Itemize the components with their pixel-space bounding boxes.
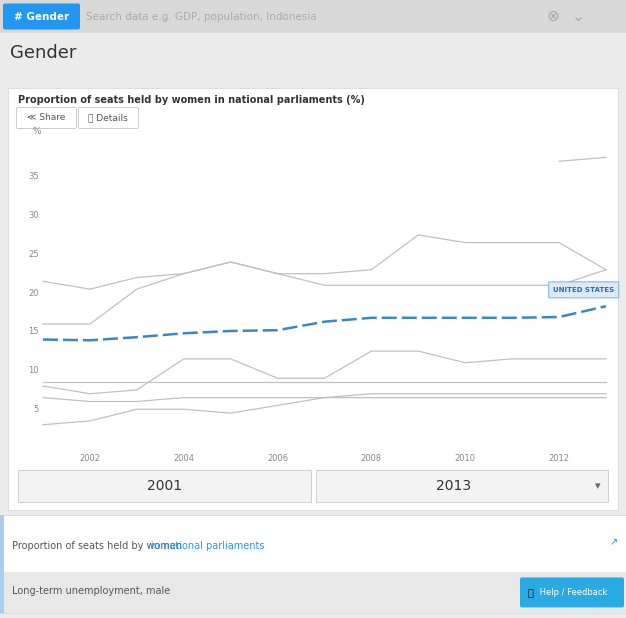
Text: 2006: 2006 <box>267 454 288 463</box>
Text: 2002: 2002 <box>80 454 100 463</box>
FancyBboxPatch shape <box>16 108 76 129</box>
Text: 15: 15 <box>29 328 39 336</box>
Text: ▾: ▾ <box>595 481 601 491</box>
FancyBboxPatch shape <box>78 108 138 129</box>
Text: ⌄: ⌄ <box>572 9 585 24</box>
Text: Proportion of seats held by women: Proportion of seats held by women <box>12 541 185 551</box>
FancyBboxPatch shape <box>0 572 626 613</box>
Text: 2001: 2001 <box>146 479 182 493</box>
Text: 35: 35 <box>28 172 39 181</box>
Text: ⓘ Details: ⓘ Details <box>88 114 128 122</box>
Text: 2008: 2008 <box>361 454 382 463</box>
Text: 10: 10 <box>29 366 39 375</box>
Text: Long-term unemployment, male: Long-term unemployment, male <box>12 586 170 596</box>
Text: Help / Feedback: Help / Feedback <box>537 588 607 597</box>
Text: in national parliaments: in national parliaments <box>151 541 265 551</box>
Text: 2012: 2012 <box>548 454 570 463</box>
Text: 30: 30 <box>28 211 39 220</box>
FancyBboxPatch shape <box>3 4 80 30</box>
FancyBboxPatch shape <box>0 0 626 33</box>
Text: Search data e.g. GDP, population, Indonesia: Search data e.g. GDP, population, Indone… <box>86 12 317 22</box>
Text: ≪ Share: ≪ Share <box>27 114 65 122</box>
Text: # Gender: # Gender <box>14 12 69 22</box>
Text: 🎧: 🎧 <box>527 588 533 598</box>
Text: 2010: 2010 <box>454 454 476 463</box>
Text: Proportion of seats held by women in national parliaments (%): Proportion of seats held by women in nat… <box>18 95 365 105</box>
Text: ⊗: ⊗ <box>546 9 560 24</box>
FancyBboxPatch shape <box>8 88 618 510</box>
Text: 2013: 2013 <box>436 479 471 493</box>
FancyBboxPatch shape <box>549 282 618 298</box>
FancyBboxPatch shape <box>316 470 608 502</box>
Text: ↗: ↗ <box>610 538 618 548</box>
Text: Gender: Gender <box>10 44 76 62</box>
Text: UNITED STATES: UNITED STATES <box>553 287 614 293</box>
FancyBboxPatch shape <box>520 577 624 607</box>
Text: 2004: 2004 <box>173 454 194 463</box>
Text: %: % <box>33 127 41 137</box>
FancyBboxPatch shape <box>0 515 626 613</box>
Text: 20: 20 <box>29 289 39 297</box>
FancyBboxPatch shape <box>18 470 310 502</box>
Text: 25: 25 <box>29 250 39 259</box>
Text: 5: 5 <box>34 405 39 413</box>
FancyBboxPatch shape <box>0 515 4 613</box>
